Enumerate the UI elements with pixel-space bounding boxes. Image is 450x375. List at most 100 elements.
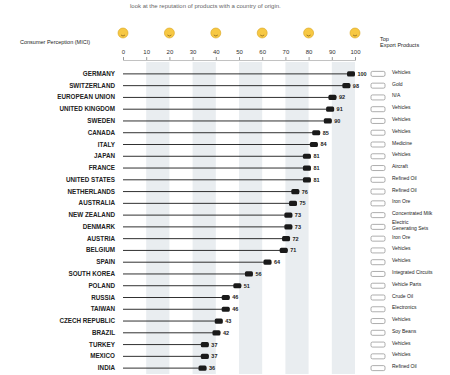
- x-tick-label: 80: [306, 49, 313, 55]
- x-tick-label: 50: [236, 49, 243, 55]
- bar-stem: [123, 226, 292, 227]
- product-label: Vehicles: [392, 116, 411, 122]
- product-icon: [371, 271, 385, 276]
- x-tick-label: 30: [190, 49, 197, 55]
- bar-stem: [123, 97, 336, 98]
- product-icon: [371, 354, 385, 359]
- x-tick-mark: [123, 57, 124, 60]
- bar-cap: [222, 295, 230, 300]
- x-tick: 100: [350, 49, 361, 60]
- product-label: Refined Oil: [392, 175, 417, 181]
- data-label: 84: [320, 141, 327, 147]
- bar-cap: [303, 177, 311, 182]
- face-mouth: [214, 35, 218, 36]
- product-label: ElectricGenerating Sets: [392, 219, 429, 231]
- product-icon: [371, 283, 385, 288]
- product-label: Vehicles: [392, 104, 411, 110]
- data-label: 81: [313, 153, 319, 159]
- y-tick-label: INDIA: [98, 364, 116, 371]
- bar-stem: [123, 356, 209, 357]
- product-icon: [371, 213, 385, 218]
- product-label: Vehicles: [392, 257, 411, 263]
- y-tick-label: TAIWAN: [91, 305, 116, 312]
- bar-cap: [263, 260, 271, 265]
- product-label: Vehicles: [392, 128, 411, 134]
- y-tick: SWITZERLAND: [69, 82, 118, 89]
- data-label: 73: [295, 224, 301, 230]
- y-tick: DENMARK: [83, 223, 118, 230]
- x-tick: 30: [190, 49, 197, 60]
- x-tick-label: 60: [259, 49, 266, 55]
- y-tick: POLAND: [88, 282, 118, 289]
- x-tick-mark: [355, 57, 356, 60]
- y-tick-label: AUSTRALIA: [79, 199, 116, 206]
- y-tick-label: MEXICO: [90, 352, 115, 359]
- bar-cap: [282, 236, 290, 241]
- face-mouth: [167, 35, 171, 36]
- data-label: 37: [211, 353, 217, 359]
- y-tick: BELGIUM: [86, 246, 118, 253]
- y-tick: UNITED KINGDOM: [59, 105, 118, 112]
- data-label: 51: [244, 283, 250, 289]
- product-icon: [371, 330, 385, 335]
- x-axis-title: Consumer Perception (MICI): [20, 39, 90, 45]
- y-tick: RUSSIA: [91, 294, 118, 301]
- x-tick-label: 20: [167, 49, 174, 55]
- products: VehiclesGoldN/AVehiclesVehiclesVehiclesM…: [371, 69, 433, 371]
- bar-cap: [233, 283, 241, 288]
- y-axis-line: [118, 69, 119, 375]
- bar-cap: [215, 318, 223, 323]
- bar-stem: [123, 156, 311, 157]
- product-icon: [371, 224, 385, 229]
- y-tick: FRANCE: [89, 164, 118, 171]
- x-tick: 0: [122, 49, 126, 60]
- y-tick: MEXICO: [90, 352, 118, 359]
- bar-stem: [123, 132, 320, 133]
- y-tick-label: JAPAN: [94, 152, 115, 159]
- bar-cap: [199, 366, 207, 371]
- x-tick: 80: [306, 49, 313, 60]
- x-tick-mark: [332, 57, 333, 60]
- y-tick-label: DENMARK: [83, 223, 116, 230]
- x-tick: 40: [213, 49, 220, 60]
- bar-stem: [123, 215, 292, 216]
- product-icon: [371, 118, 385, 123]
- x-tick-label: 10: [143, 49, 150, 55]
- y-tick: TURKEY: [89, 341, 118, 348]
- y-tick-label: SWEDEN: [87, 117, 115, 124]
- x-tick-mark: [262, 57, 263, 60]
- bar-cap: [284, 213, 292, 218]
- x-tick-label: 0: [122, 49, 126, 55]
- product-label: N/A: [392, 92, 401, 98]
- y-tick: NETHERLANDS: [67, 188, 118, 195]
- y-tick: EUROPEAN UNION: [57, 93, 118, 100]
- bar-stem: [123, 191, 299, 192]
- product-icon: [371, 95, 385, 100]
- bar-cap: [212, 330, 220, 335]
- bar-stem: [123, 120, 332, 121]
- data-label: 46: [232, 306, 238, 312]
- x-tick-label: 70: [283, 49, 290, 55]
- bar-cap: [310, 142, 318, 147]
- bar-stem: [123, 109, 334, 110]
- y-tick: ITALY: [98, 141, 118, 148]
- bar-cap: [291, 189, 299, 194]
- x-tick: 60: [259, 49, 266, 60]
- y-tick: SPAIN: [96, 258, 118, 265]
- x-tick-mark: [309, 57, 310, 60]
- bar-cap: [289, 201, 297, 206]
- data-label: 56: [255, 271, 261, 277]
- bar-stem: [123, 368, 207, 369]
- data-label: 91: [337, 106, 343, 112]
- y-tick-label: NEW ZEALAND: [68, 211, 115, 218]
- y-tick: CANADA: [88, 129, 118, 136]
- data-labels: 1009892919085848181817675737372716456514…: [209, 71, 367, 371]
- bar-stem: [123, 203, 297, 204]
- product-icon: [371, 295, 385, 300]
- bar-cap: [328, 95, 336, 100]
- bars: [123, 71, 355, 370]
- bar-cap: [326, 107, 334, 112]
- product-icon: [371, 71, 385, 76]
- face-mouth: [121, 35, 125, 36]
- y-tick: SOUTH KOREA: [68, 270, 118, 277]
